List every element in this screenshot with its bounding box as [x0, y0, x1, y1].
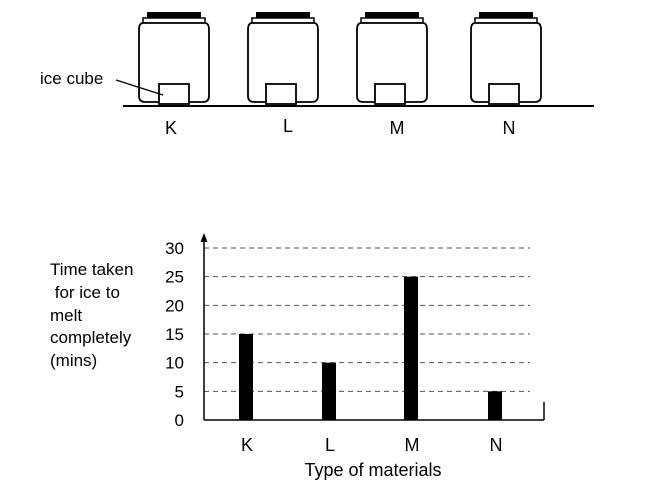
ice-cube-callout-label: ice cube: [40, 69, 103, 88]
container-label-l: L: [283, 116, 293, 136]
y-axis-label-line: melt: [50, 306, 83, 325]
x-tick-label: L: [325, 435, 335, 455]
container-label-m: M: [390, 118, 405, 138]
ice-cube-callout-line: [115, 79, 164, 96]
y-axis-label-line: Time taken: [50, 260, 134, 279]
bar-chart: 0 5 10 15 20 25 30 K L M N Type of materials: [165, 233, 545, 480]
ice-cube-k: [158, 83, 190, 105]
y-tick-label: 20: [165, 296, 184, 315]
y-axis-label-line: (mins): [50, 351, 98, 370]
bar-k: [239, 334, 253, 420]
ice-cube-n: [488, 83, 520, 105]
bar-m: [404, 276, 418, 420]
container-label-n: N: [503, 118, 516, 138]
x-tick-labels: K L M N: [241, 435, 503, 455]
x-axis-label: Type of materials: [304, 460, 441, 480]
bars: [239, 276, 502, 420]
container-label-k: K: [165, 118, 177, 138]
y-axis-label-line: completely: [50, 328, 132, 347]
x-tick-label: N: [490, 435, 503, 455]
ice-cube-m: [374, 83, 406, 105]
y-tick-label: 15: [165, 325, 184, 344]
container-n: [470, 11, 542, 105]
y-tick-label: 10: [165, 354, 184, 373]
y-tick-labels: 0 5 10 15 20 25 30: [165, 239, 184, 430]
bar-l: [322, 362, 336, 420]
ice-cube-l: [265, 83, 297, 105]
y-tick-label: 5: [175, 382, 184, 401]
y-tick-label: 0: [175, 411, 184, 430]
container-m: [356, 11, 428, 105]
x-tick-label: M: [405, 435, 420, 455]
y-tick-label: 30: [165, 239, 184, 258]
containers-illustration: ice cube K L M N: [40, 11, 594, 138]
gridlines: [204, 247, 530, 392]
y-axis-label-line: for ice to: [50, 283, 120, 302]
x-tick-label: K: [241, 435, 253, 455]
y-tick-label: 25: [165, 268, 184, 287]
bar-n: [488, 391, 502, 420]
y-axis-arrow: [200, 233, 208, 242]
container-l: [247, 11, 319, 105]
